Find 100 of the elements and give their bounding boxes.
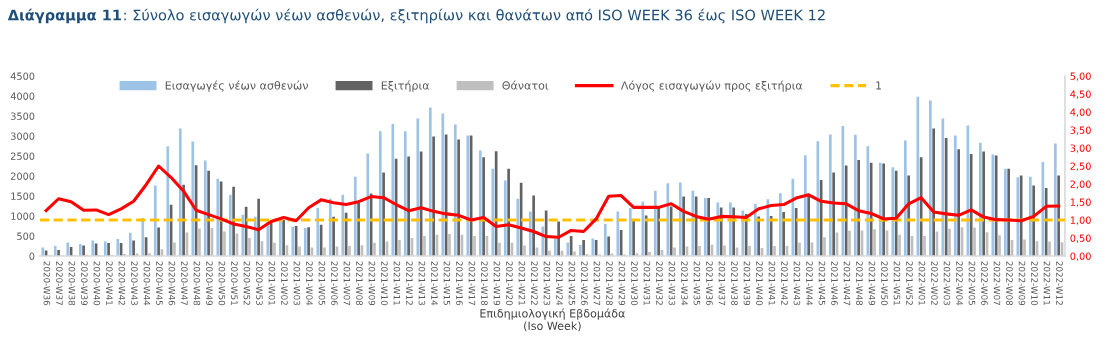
y2-tick-label: 2,00 — [1070, 180, 1091, 189]
x-tick-label: 2022-W10 — [1031, 261, 1038, 306]
x-tick-label: 2020-W47 — [181, 261, 188, 305]
x-tick-label: 2020-W48 — [193, 261, 201, 306]
x-tick-label: 2020-W42 — [118, 261, 126, 305]
x-tick-label: 2022-W02 — [931, 261, 938, 305]
x-tick-label: 2021-W41 — [768, 261, 776, 305]
x-tick-label: 2020-W43 — [131, 261, 138, 306]
x-tick-label: 2022-W08 — [1006, 261, 1013, 306]
x-tick-label: 2021-W21 — [518, 261, 526, 305]
y-tick-label: 1500 — [11, 192, 35, 200]
x-tick-label: 2021-W07 — [343, 261, 351, 305]
x-tick-label: 2021-W46 — [831, 261, 838, 306]
y2-tick-label: 0,00 — [1070, 252, 1091, 261]
x-tick-label: 2020-W49 — [206, 261, 213, 306]
legend-label: Εξιτήρια — [381, 80, 430, 92]
x-tick-label: 2021-W35 — [693, 261, 701, 305]
y-tick-label: 4000 — [10, 92, 35, 100]
x-tick-label: 2021-W49 — [868, 261, 876, 306]
x-tick-label: 2021-W31 — [643, 261, 651, 305]
y-tick-label: 0 — [29, 252, 35, 260]
x-tick-label: 2021-W51 — [893, 261, 901, 305]
x-tick-label: 2021-W28 — [606, 261, 613, 306]
legend-label: Εισαγωγές νέων ασθενών — [165, 80, 308, 92]
y2-tick-label: 4,00 — [1070, 108, 1091, 117]
y-tick-label: 2000 — [10, 172, 35, 180]
x-tick-label: 2020-W44 — [143, 261, 151, 306]
x-tick-label: 2021-W44 — [806, 261, 813, 306]
x-tick-label: 2021-W33 — [668, 261, 676, 306]
x-tick-label: 2021-W29 — [618, 261, 626, 306]
x-tick-label: 2021-W03 — [293, 261, 301, 306]
chart-title: Διάγραμμα 11: Σύνολο εισαγωγών νέων ασθενών, εξιτηρίων και θανάτων από ISO WEEK 36 έως ISO WEEK 12 — [7, 8, 825, 24]
x-tick-label: 2021-W25 — [568, 261, 576, 305]
x-tick-label: 2021-W17 — [468, 261, 476, 305]
x-tick-label: 2021-W43 — [793, 261, 801, 306]
x-tick-label: 2022-W09 — [1018, 261, 1026, 306]
x-tick-label: 2021-W26 — [581, 261, 588, 306]
x-tick-label: 2021-W10 — [381, 261, 388, 306]
y2-tick-label: 0,50 — [1070, 234, 1091, 243]
x-tick-label: 2021-W04 — [306, 261, 313, 306]
x-tick-label: 2021-W11 — [393, 261, 401, 305]
x-tick-label: 2021-W19 — [493, 261, 501, 306]
y-tick-label: 1000 — [11, 212, 35, 220]
x-tick-label: 2022-W11 — [1043, 261, 1051, 305]
x-tick-label: 2020-W36 — [43, 261, 51, 306]
x-tick-label: 2022-W03 — [943, 261, 951, 306]
y2-tick-label: 3,50 — [1070, 126, 1091, 135]
x-tick-label: 2021-W30 — [631, 261, 638, 306]
y2-tick-label: 2,50 — [1070, 162, 1091, 171]
x-tick-label: 2021-W18 — [481, 261, 488, 306]
x-tick-label: 2020-W51 — [231, 261, 238, 305]
y-tick-label: 500 — [17, 232, 35, 240]
y2-tick-label: 4,50 — [1070, 90, 1091, 99]
x-tick-label: 2022-W12 — [1056, 261, 1063, 305]
x-tick-label: 2020-W45 — [156, 261, 163, 305]
legend-label: Λόγος εισαγωγών προς εξιτήρια — [620, 80, 803, 92]
x-tick-label: 2021-W45 — [818, 261, 826, 305]
y2-tick-label: 1,50 — [1070, 198, 1091, 207]
x-tick-label: 2021-W13 — [418, 261, 426, 306]
x-tick-label: 2021-W36 — [706, 261, 713, 306]
x-tick-label: 2021-W02 — [281, 261, 288, 305]
x-tick-label: 2021-W50 — [881, 261, 888, 306]
x-tick-label: 2020-W46 — [168, 261, 176, 306]
x-axis-title: Επιδημιολογική Εβδομάδα (Iso Week) — [480, 308, 625, 332]
x-tick-label: 2021-W38 — [731, 261, 738, 306]
x-tick-label: 2021-W16 — [456, 261, 463, 306]
x-tick-label: 2020-W40 — [93, 261, 101, 306]
y-tick-label: 3500 — [10, 112, 35, 120]
x-tick-label: 2021-W39 — [743, 261, 751, 306]
x-tick-label: 2021-W12 — [406, 261, 413, 305]
x-tick-label: 2021-W48 — [856, 261, 863, 306]
x-tick-label: 2021-W24 — [556, 261, 563, 306]
x-tick-label: 2020-W52 — [243, 261, 251, 305]
x-tick-label: 2021-W27 — [593, 261, 601, 305]
x-tick-label: 2021-W34 — [681, 261, 688, 306]
x-tick-label: 2021-W09 — [368, 261, 376, 306]
x-tick-label: 2021-W22 — [531, 261, 538, 305]
y2-tick-label: 3,00 — [1070, 144, 1091, 153]
x-tick-label: 2021-W32 — [656, 261, 663, 305]
x-tick-label: 2020-W37 — [56, 261, 63, 305]
x-tick-label: 2021-W42 — [781, 261, 788, 305]
x-tick-label: 2021-W14 — [431, 261, 438, 306]
x-tick-label: 2021-W47 — [843, 261, 851, 305]
x-tick-label: 2021-W15 — [443, 261, 451, 305]
x-tick-label: 2021-W05 — [318, 261, 326, 305]
x-tick-label: 2020-W38 — [68, 261, 76, 306]
x-tick-label: 2021-W20 — [506, 261, 513, 306]
x-tick-label: 2021-W06 — [331, 261, 338, 306]
x-tick-label: 2021-W08 — [356, 261, 363, 306]
x-tick-label: 2020-W53 — [256, 261, 263, 306]
y2-tick-label: 5,00 — [1070, 72, 1091, 81]
x-tick-label: 2021-W01 — [268, 261, 276, 305]
x-tick-label: 2021-W40 — [756, 261, 763, 306]
x-tick-label: 2021-W23 — [543, 261, 551, 306]
x-tick-label: 2021-W37 — [718, 261, 726, 305]
x-tick-label: 2022-W06 — [981, 261, 988, 306]
y-tick-label: 2500 — [10, 152, 35, 160]
y-tick-label: 4500 — [10, 72, 35, 80]
x-tick-label: 2022-W04 — [956, 261, 963, 306]
legend-label: Θάνατοι — [502, 80, 549, 90]
